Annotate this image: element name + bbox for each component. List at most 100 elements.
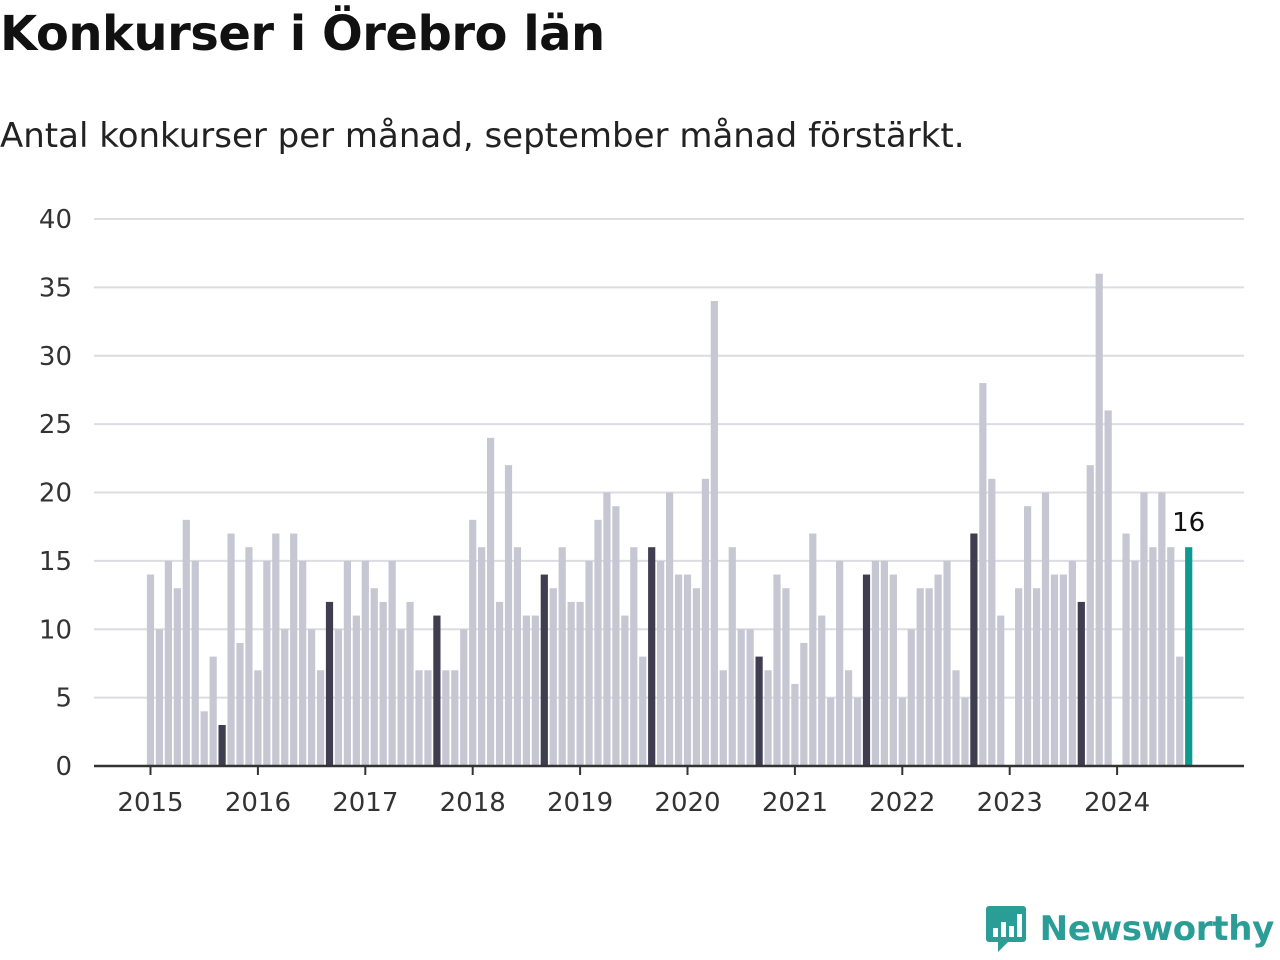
bar <box>961 697 969 767</box>
bar <box>952 670 960 766</box>
x-tick-label: 2022 <box>869 788 935 818</box>
bar <box>621 615 629 766</box>
bar <box>925 588 933 766</box>
x-tick-label: 2023 <box>977 788 1043 818</box>
brand-name: Newsworthy <box>1039 909 1275 949</box>
bar <box>316 670 325 766</box>
bar <box>209 656 217 766</box>
x-tick-label: 2021 <box>762 788 828 818</box>
bar <box>522 615 530 766</box>
bar <box>943 560 951 767</box>
bar <box>397 629 405 766</box>
bar <box>200 711 208 766</box>
bar <box>594 519 602 766</box>
bar <box>567 601 575 766</box>
bar <box>1176 656 1184 766</box>
bar <box>782 588 790 766</box>
bar <box>290 533 298 766</box>
x-tick-label: 2018 <box>440 788 506 818</box>
x-tick-label: 2015 <box>117 788 183 818</box>
bar <box>988 478 996 766</box>
bar <box>1095 273 1103 766</box>
bar <box>845 670 853 766</box>
bar <box>997 615 1005 766</box>
y-tick-label: 10 <box>39 615 72 645</box>
bar-september <box>862 574 871 766</box>
bar <box>227 533 235 766</box>
bar <box>558 547 566 766</box>
bar <box>1032 588 1041 766</box>
bar <box>701 478 709 766</box>
bar <box>916 588 924 766</box>
bar <box>1086 465 1094 766</box>
bar <box>791 683 799 766</box>
y-tick-label: 0 <box>55 752 72 782</box>
y-tick-label: 35 <box>39 273 72 303</box>
y-tick-label: 20 <box>39 479 72 509</box>
bar <box>1122 533 1130 766</box>
bar <box>692 588 701 766</box>
y-tick-label: 30 <box>39 342 72 372</box>
bars: 16 <box>146 273 1205 767</box>
chart-bubble-icon <box>985 906 1026 952</box>
bar <box>1068 560 1076 767</box>
bar <box>907 629 915 766</box>
bar <box>746 629 754 766</box>
bar <box>379 601 387 766</box>
bar-september <box>970 533 978 766</box>
bar-september <box>755 656 763 766</box>
bar <box>603 492 611 766</box>
bar <box>585 560 593 767</box>
bar <box>504 465 513 766</box>
bar <box>334 629 343 766</box>
bar <box>576 601 584 766</box>
bar <box>1140 492 1148 766</box>
bar <box>155 629 164 766</box>
bar-september <box>433 615 441 766</box>
bar <box>513 547 522 766</box>
bar <box>173 588 181 766</box>
bar <box>442 670 450 766</box>
bar <box>836 560 844 767</box>
bar <box>451 670 459 766</box>
bar <box>871 560 880 767</box>
bar-chart: 16 0 5 10 15 20 25 30 35 40 2015 2016 2017 2018 2019 2… <box>39 205 1244 818</box>
bar <box>424 670 432 766</box>
bar <box>236 642 244 766</box>
bar <box>1015 588 1023 766</box>
bar <box>639 656 647 766</box>
bar <box>710 301 718 766</box>
bar <box>146 574 155 766</box>
bar <box>182 519 190 766</box>
y-tick-label: 40 <box>39 205 72 235</box>
bar <box>666 492 674 766</box>
x-tick-label: 2019 <box>547 788 613 818</box>
latest-value-label: 16 <box>1172 508 1205 538</box>
bar <box>1158 492 1166 766</box>
bar <box>630 547 638 766</box>
bar <box>728 547 736 766</box>
bar <box>1149 547 1157 766</box>
chart-title: Konkurser i Örebro län <box>0 6 605 62</box>
bar <box>764 670 772 766</box>
bar <box>281 629 289 766</box>
bar <box>612 506 620 766</box>
bar <box>809 533 817 766</box>
bar <box>460 629 468 766</box>
x-tick-label: 2017 <box>332 788 398 818</box>
x-tick-label: 2024 <box>1084 788 1150 818</box>
bar <box>827 697 835 767</box>
bar <box>299 560 307 767</box>
bar <box>1104 410 1112 766</box>
bar <box>657 560 665 767</box>
chart-subtitle: Antal konkurser per månad, september mån… <box>0 116 965 156</box>
bar <box>361 560 369 767</box>
bar <box>800 642 808 766</box>
bar-latest <box>1185 547 1193 766</box>
bar <box>487 437 495 766</box>
bar <box>343 560 351 767</box>
bar <box>191 560 199 767</box>
bar-september <box>1077 601 1085 766</box>
bar <box>1059 574 1067 766</box>
bar <box>352 615 360 766</box>
